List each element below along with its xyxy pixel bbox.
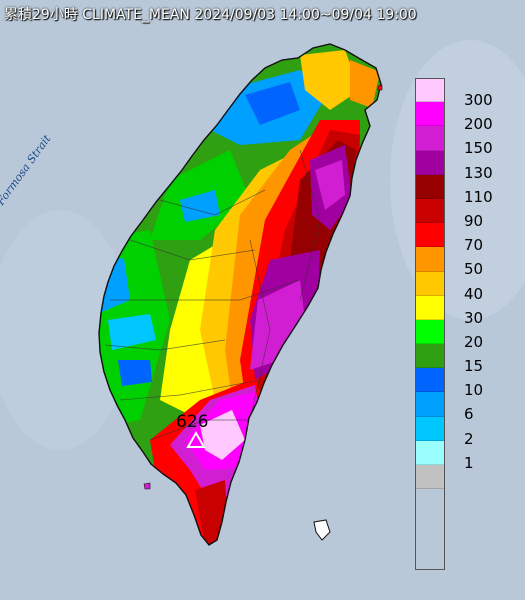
legend-row: 150 bbox=[412, 126, 512, 156]
legend-label: 50 bbox=[464, 260, 484, 279]
taiwan-rainfall-field bbox=[99, 44, 381, 545]
legend-label: 30 bbox=[464, 308, 484, 327]
legend-swatch bbox=[415, 150, 445, 175]
map-title: 累積29小時 CLIMATE_MEAN 2024/09/03 14:00~09/… bbox=[4, 7, 417, 23]
legend-swatch bbox=[415, 319, 445, 345]
guishan-island bbox=[377, 84, 383, 91]
legend-row: 20 bbox=[412, 319, 512, 349]
legend-swatch bbox=[415, 126, 445, 151]
legend-swatch bbox=[415, 271, 445, 296]
rain-zone-10 bbox=[245, 82, 300, 125]
legend-row: 40 bbox=[412, 271, 512, 301]
legend-row: 200 bbox=[412, 102, 512, 132]
taiwan-coastline bbox=[98, 43, 382, 546]
legend-row: 130 bbox=[412, 150, 512, 180]
legend-swatch bbox=[415, 392, 445, 417]
legend-swatch bbox=[415, 440, 445, 465]
legend-label: 20 bbox=[464, 332, 484, 351]
legend-label: 110 bbox=[464, 187, 493, 206]
legend-swatch bbox=[415, 102, 445, 127]
legend-swatch bbox=[415, 416, 445, 441]
rain-zone-50 bbox=[350, 60, 380, 108]
rain-zone-10 bbox=[118, 360, 152, 386]
legend-row: 90 bbox=[412, 198, 512, 228]
legend-row: 2 bbox=[412, 416, 512, 446]
legend-label: 10 bbox=[464, 381, 484, 400]
rain-zone-40 bbox=[300, 50, 360, 110]
legend-row: 70 bbox=[412, 223, 512, 253]
legend-label: 300 bbox=[464, 91, 493, 109]
legend-swatch bbox=[415, 198, 445, 224]
rain-zone-2 bbox=[108, 314, 156, 350]
legend-row: 1 bbox=[412, 440, 512, 470]
legend-row: 15 bbox=[412, 344, 512, 374]
rain-zone-300 bbox=[200, 410, 245, 460]
liuqiu-island bbox=[143, 482, 151, 490]
legend-label: 15 bbox=[464, 357, 484, 376]
color-legend: 300 200 150 130 110 90 70 50 40 30 20 15 10 6 2 1 bbox=[412, 78, 512, 570]
legend-label: 40 bbox=[464, 284, 484, 303]
legend-swatch bbox=[415, 174, 445, 199]
sea-shading bbox=[0, 210, 130, 450]
legend-label: 150 bbox=[464, 139, 493, 158]
legend-label: 6 bbox=[464, 405, 474, 424]
rain-zone-150 bbox=[315, 160, 345, 210]
legend-row: 110 bbox=[412, 174, 512, 204]
legend-row: 6 bbox=[412, 392, 512, 422]
legend-swatch bbox=[415, 78, 445, 103]
legend-label: 2 bbox=[464, 429, 474, 448]
lanyu-island bbox=[313, 519, 331, 541]
rain-zone-6 bbox=[180, 190, 220, 222]
legend-row bbox=[412, 465, 512, 490]
legend-swatch bbox=[415, 223, 445, 248]
legend-swatch bbox=[415, 295, 445, 320]
legend-row: 300 bbox=[412, 78, 512, 108]
legend-row: 50 bbox=[412, 247, 512, 277]
legend-swatch bbox=[415, 247, 445, 272]
peak-value-label: 626 bbox=[176, 412, 209, 432]
legend-row: 30 bbox=[412, 295, 512, 325]
legend-label: 70 bbox=[464, 236, 484, 255]
legend-label: 200 bbox=[464, 115, 493, 134]
county-boundaries bbox=[104, 149, 321, 441]
legend-label: 90 bbox=[464, 211, 484, 230]
legend-swatch bbox=[415, 344, 445, 369]
legend-label: 1 bbox=[464, 453, 474, 472]
legend-row: 10 bbox=[412, 368, 512, 398]
legend-swatch bbox=[415, 465, 445, 490]
triangle-marker bbox=[186, 430, 206, 448]
legend-swatch bbox=[415, 368, 445, 393]
legend-label: 130 bbox=[464, 163, 493, 182]
